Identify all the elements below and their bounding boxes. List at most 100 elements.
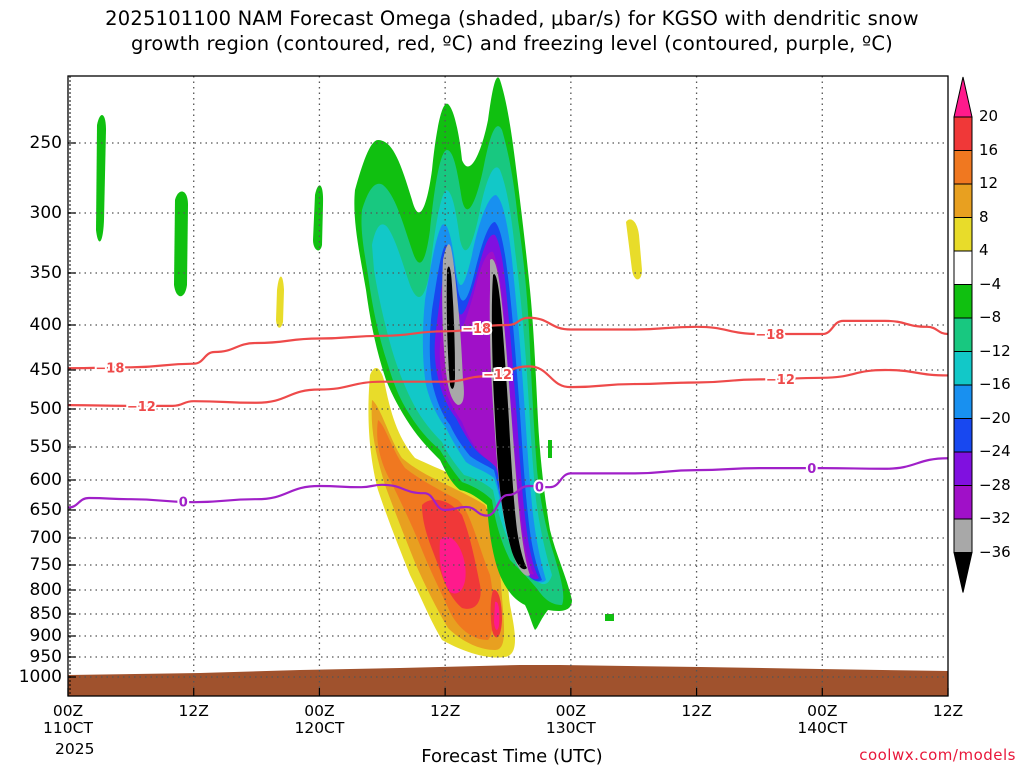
colorbar-label: −32 <box>979 509 1011 527</box>
ground <box>68 665 948 696</box>
x-tick-label: 00Z 140CT <box>787 703 857 737</box>
y-tick-label: 500 <box>29 399 62 419</box>
colorbar-swatch <box>953 418 973 453</box>
x-tick-time: 12Z <box>178 702 209 720</box>
x-tick-time: 12Z <box>429 702 461 720</box>
colorbar-swatch <box>953 451 973 486</box>
y-tick-label: 600 <box>29 470 62 490</box>
x-tick-time: 00Z <box>304 702 335 720</box>
colorbar-label: −28 <box>979 475 1011 494</box>
x-tick-label: 12Z <box>410 703 480 720</box>
x-tick-label: 12Z <box>662 703 732 720</box>
contour-label: −12 <box>766 373 795 388</box>
colorbar-label: 8 <box>979 207 989 226</box>
y-tick-label: 700 <box>29 528 62 548</box>
x-tick-label: 00Z 120CT <box>284 703 354 737</box>
credit-link[interactable]: coolwx.com/models <box>859 746 1016 764</box>
y-tick-label: 850 <box>29 604 62 624</box>
y-tick-label: 400 <box>29 315 62 335</box>
omega-descent-20 <box>439 536 466 594</box>
contours: −18 −18 −18 −12 −12 −12 0 0 0 <box>67 316 949 517</box>
y-tick-label: 350 <box>29 263 62 283</box>
contour-label: 0 <box>807 462 816 477</box>
colorbar-label: −16 <box>979 375 1011 393</box>
colorbar-swatch <box>953 183 973 218</box>
colorbar-label: 4 <box>979 241 989 259</box>
y-tick-label: 900 <box>29 626 62 646</box>
omega-descent-20b <box>494 601 500 630</box>
contour-line <box>67 316 949 370</box>
x-tick-date: 140CT <box>797 719 848 737</box>
y-tick-label: 1000 <box>18 667 62 687</box>
colorbar-swatch <box>953 552 973 593</box>
omega-patch-yellow <box>626 219 642 280</box>
contour-label: −18 <box>755 328 784 343</box>
omega-patch-green <box>548 440 552 458</box>
colorbar-swatch <box>953 351 973 386</box>
y-tick-label: 450 <box>29 360 62 380</box>
omega-patch-green <box>605 614 614 621</box>
contour-label: −18 <box>462 322 491 337</box>
x-tick-label: 12Z <box>159 703 229 720</box>
colorbar-swatch <box>953 518 973 553</box>
omega-patch-green <box>313 185 324 251</box>
omega-patch-green <box>96 114 106 242</box>
x-tick-time: 12Z <box>681 702 712 720</box>
y-tick-label: 650 <box>29 500 62 520</box>
colorbar-swatch <box>953 116 973 151</box>
colorbar-swatch <box>953 384 973 419</box>
colorbar-label: 16 <box>979 140 999 159</box>
colorbar-label: −8 <box>979 308 1002 326</box>
plot-frame <box>67 75 949 697</box>
chart-title: 2025101100 NAM Forecast Omega (shaded, μ… <box>0 6 1024 56</box>
y-tick-label: 250 <box>29 133 62 153</box>
y-tick-label: 300 <box>29 203 62 223</box>
omega-patch-yellow <box>276 276 284 328</box>
x-tick-date: 120CT <box>294 719 345 737</box>
x-tick-label: 00Z 130CT <box>536 703 606 737</box>
x-tick-time: 00Z <box>555 702 587 720</box>
omega-shading <box>96 77 642 658</box>
colorbar <box>953 76 973 593</box>
colorbar-label: −4 <box>979 274 1002 293</box>
chart-title-line-1: 2025101100 NAM Forecast Omega (shaded, μ… <box>105 7 919 30</box>
x-tick-time: 00Z <box>807 702 838 720</box>
x-tick-date: 130CT <box>545 719 596 737</box>
y-tick-label: 750 <box>29 555 62 575</box>
colorbar-label: 20 <box>979 107 999 125</box>
contour-label: −18 <box>95 362 124 377</box>
chart-title-line-2: growth region (contoured, red, ºC) and f… <box>131 32 893 55</box>
colorbar-label: −20 <box>979 408 1011 427</box>
contour-label: 0 <box>535 481 544 496</box>
y-tick-label: 800 <box>29 580 62 600</box>
x-tick-date: 110CT <box>43 719 93 737</box>
colorbar-label: 12 <box>979 174 999 192</box>
x-tick-time: 12Z <box>932 702 964 720</box>
x-tick-time: 00Z <box>52 702 84 720</box>
contour-label: 0 <box>179 496 188 511</box>
axis-ticks <box>67 142 949 696</box>
contour-label: −12 <box>483 368 512 383</box>
y-tick-label: 550 <box>29 437 62 457</box>
contour-line <box>67 365 949 407</box>
x-tick-label: 12Z <box>913 703 983 720</box>
omega-patch-green <box>174 191 188 297</box>
colorbar-swatch <box>953 284 973 319</box>
omega-ascent-36 <box>446 266 455 389</box>
x-axis-year: 2025 <box>55 740 95 758</box>
x-tick-label: 00Z 110CT <box>33 703 103 737</box>
colorbar-label: −36 <box>979 542 1011 561</box>
omega-ascent-36b <box>491 274 527 570</box>
colorbar-label: −24 <box>979 442 1011 460</box>
colorbar-swatch <box>953 217 973 252</box>
contour-line <box>67 457 949 517</box>
x-axis-title: Forecast Time (UTC) <box>421 746 603 767</box>
colorbar-swatch <box>953 485 973 520</box>
colorbar-swatch <box>953 76 973 118</box>
colorbar-swatch <box>953 250 973 285</box>
colorbar-swatch <box>953 317 973 352</box>
contour-label: −12 <box>127 400 156 415</box>
colorbar-label: −12 <box>979 341 1011 360</box>
y-tick-label: 950 <box>29 647 62 667</box>
